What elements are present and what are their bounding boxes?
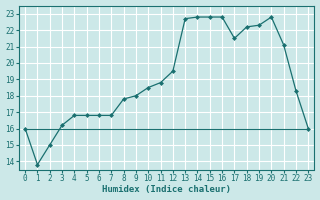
X-axis label: Humidex (Indice chaleur): Humidex (Indice chaleur) xyxy=(102,185,231,194)
